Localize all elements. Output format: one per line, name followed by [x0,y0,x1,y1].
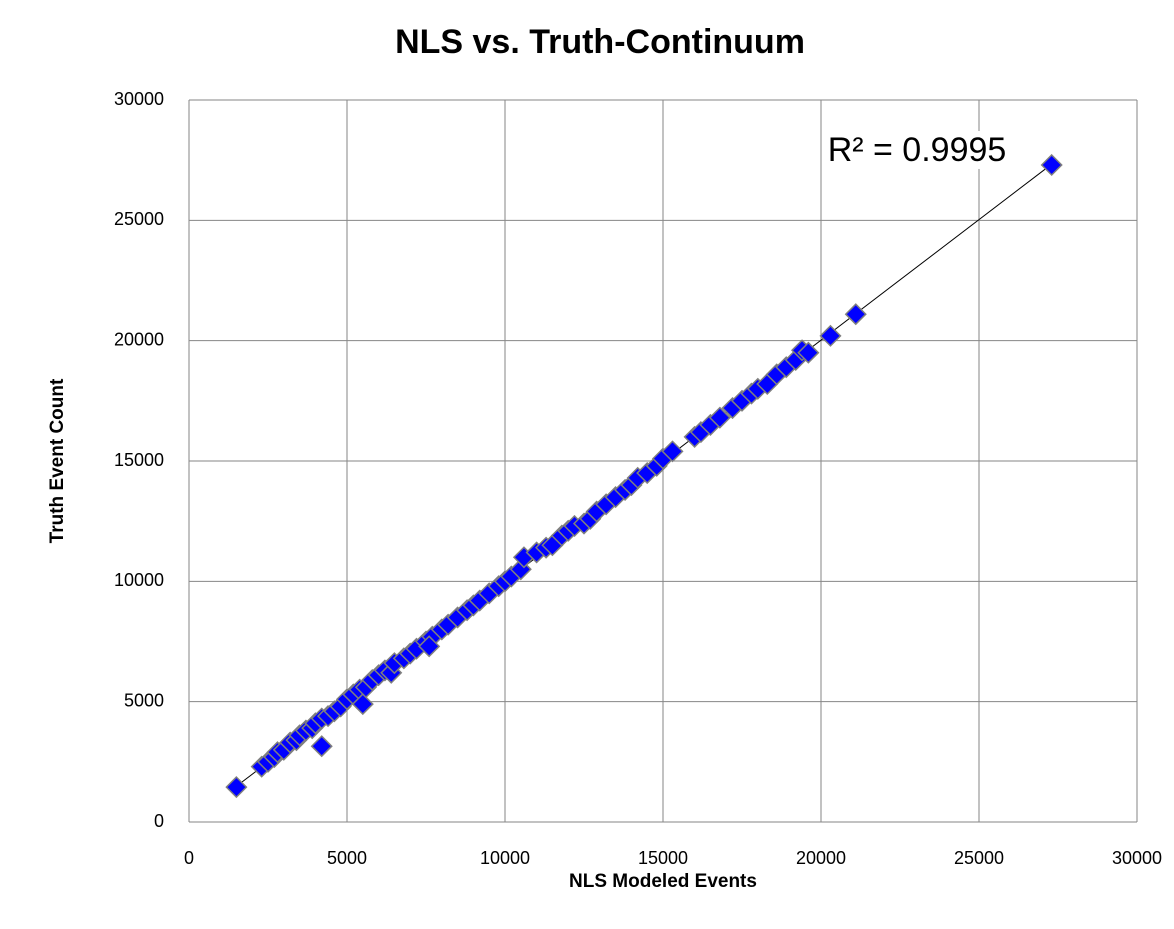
data-point [310,735,333,758]
y-tick-label: 10000 [114,570,164,590]
data-point [797,341,820,364]
x-tick-label: 5000 [327,848,367,868]
y-axis-label: Truth Event Count [47,378,68,543]
data-point [819,324,842,347]
annotation: R² = 0.9995 [828,131,1007,169]
x-tick-label: 10000 [480,848,530,868]
data-point [1040,153,1063,177]
x-axis-label: NLS Modeled Events [569,871,757,892]
x-tick-label: 25000 [954,848,1004,868]
y-tick-label: 25000 [114,209,164,229]
x-tick-label: 20000 [796,848,846,868]
chart-title: NLS vs. Truth-Continuum [395,23,805,61]
y-tick-label: 5000 [124,690,164,710]
x-tick-label: 0 [184,848,194,868]
y-tick-label: 15000 [114,450,164,470]
data-point [225,776,248,799]
x-tick-label: 30000 [1112,848,1162,868]
y-tick-label: 20000 [114,329,164,349]
x-tick-label: 15000 [638,848,688,868]
annotation-background [823,130,1011,169]
data-point [708,406,731,429]
data-point [661,440,684,463]
y-tick-label: 30000 [114,89,164,109]
y-tick-label: 0 [154,811,164,831]
data-point [418,635,441,658]
data-point [351,693,374,716]
data-point [844,303,867,326]
